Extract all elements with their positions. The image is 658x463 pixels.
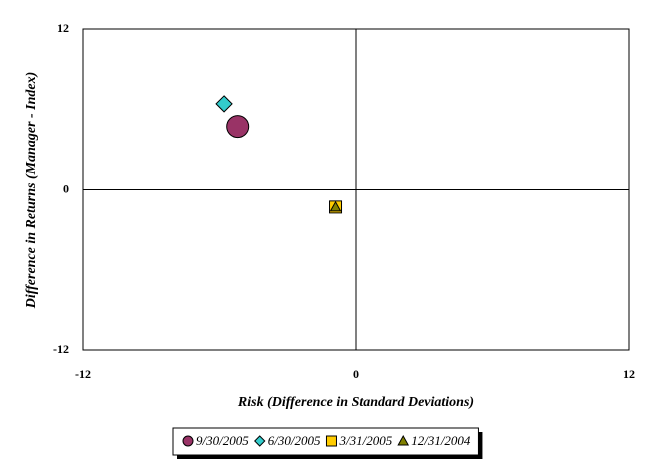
x-axis-title: Risk (Difference in Standard Deviations) bbox=[237, 395, 474, 410]
legend-label: 12/31/2004 bbox=[411, 433, 471, 448]
legend-marker bbox=[182, 435, 194, 447]
y-tick-label: 0 bbox=[63, 181, 69, 195]
legend-label: 3/31/2005 bbox=[338, 433, 392, 448]
legend-marker bbox=[397, 434, 410, 446]
legend-marker bbox=[254, 435, 266, 447]
y-tick-label: 12 bbox=[57, 21, 69, 35]
x-tick-label: -12 bbox=[75, 367, 91, 381]
point bbox=[226, 115, 250, 139]
x-tick-label: 12 bbox=[623, 367, 635, 381]
legend-label: 9/30/2005 bbox=[196, 433, 249, 448]
x-tick-label: 0 bbox=[353, 367, 359, 381]
y-tick-label: -12 bbox=[53, 342, 69, 356]
y-axis-title: Difference in Returns (Manager - Index) bbox=[24, 72, 39, 310]
legend bbox=[172, 427, 479, 456]
legend-label: 6/30/2005 bbox=[268, 433, 321, 448]
point bbox=[215, 95, 233, 113]
legend-marker bbox=[325, 435, 337, 447]
point bbox=[329, 200, 342, 212]
